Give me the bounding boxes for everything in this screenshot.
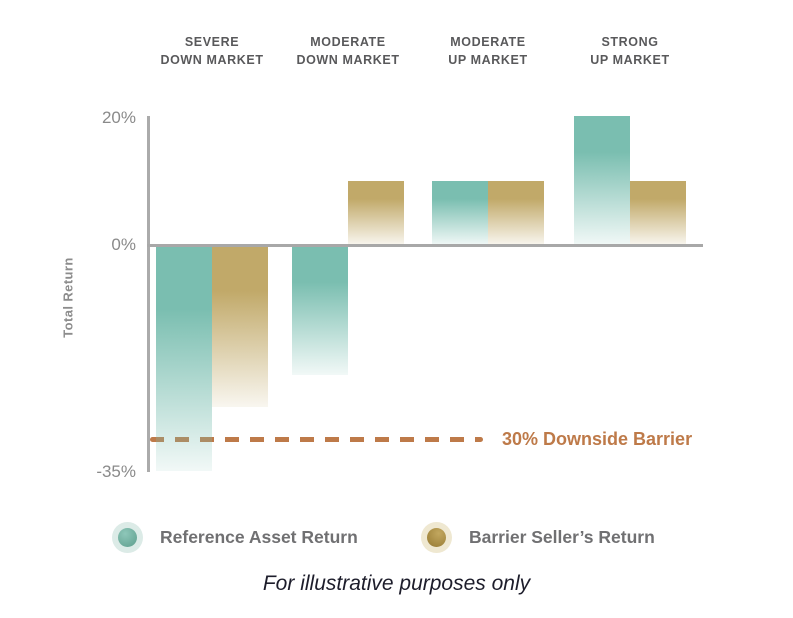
bar-reference-1 xyxy=(156,245,212,472)
column-header-moderate-up: MODERATE UP MARKET xyxy=(418,33,558,69)
column-header-moderate-down: MODERATE DOWN MARKET xyxy=(278,33,418,69)
bar-seller-2 xyxy=(348,180,404,246)
bar-reference-4 xyxy=(574,116,630,246)
bar-reference-3 xyxy=(432,180,488,246)
bar-seller-1 xyxy=(212,245,268,407)
header-line1: MODERATE xyxy=(450,35,526,49)
bar-seller-4 xyxy=(630,180,686,246)
y-axis-line xyxy=(147,116,150,472)
bar-seller-3 xyxy=(488,180,544,246)
barrier-seller-swatch-icon xyxy=(421,522,452,553)
header-line2: UP MARKET xyxy=(590,53,670,67)
ytick-20: 20% xyxy=(101,108,136,127)
downside-barrier-dashed-line xyxy=(150,437,483,442)
illustrative-note: For illustrative purposes only xyxy=(262,572,531,595)
header-line2: UP MARKET xyxy=(448,53,528,67)
ytick-0: 0% xyxy=(111,235,136,254)
column-header-strong-up: STRONG UP MARKET xyxy=(560,33,700,69)
downside-barrier-label: 30% Downside Barrier xyxy=(502,429,693,449)
header-line2: DOWN MARKET xyxy=(160,53,264,67)
legend-label-barrier-seller: Barrier Seller’s Return xyxy=(469,527,655,547)
gold-circle-icon xyxy=(427,528,446,547)
header-line1: MODERATE xyxy=(310,35,386,49)
header-line1: SEVERE xyxy=(184,35,240,49)
legend-item-barrier-seller: Barrier Seller’s Return xyxy=(421,522,655,553)
header-line2: DOWN MARKET xyxy=(296,53,400,67)
header-line1: STRONG xyxy=(601,35,659,49)
bar-reference-2 xyxy=(292,245,348,375)
legend-item-reference-asset: Reference Asset Return xyxy=(112,522,358,553)
column-header-severe-down: SEVERE DOWN MARKET xyxy=(142,33,282,69)
teal-circle-icon xyxy=(118,528,137,547)
legend-label-reference-asset: Reference Asset Return xyxy=(160,527,358,547)
zero-baseline xyxy=(147,244,703,247)
ytick-neg35: -35% xyxy=(96,462,136,481)
reference-asset-swatch-icon xyxy=(112,522,143,553)
